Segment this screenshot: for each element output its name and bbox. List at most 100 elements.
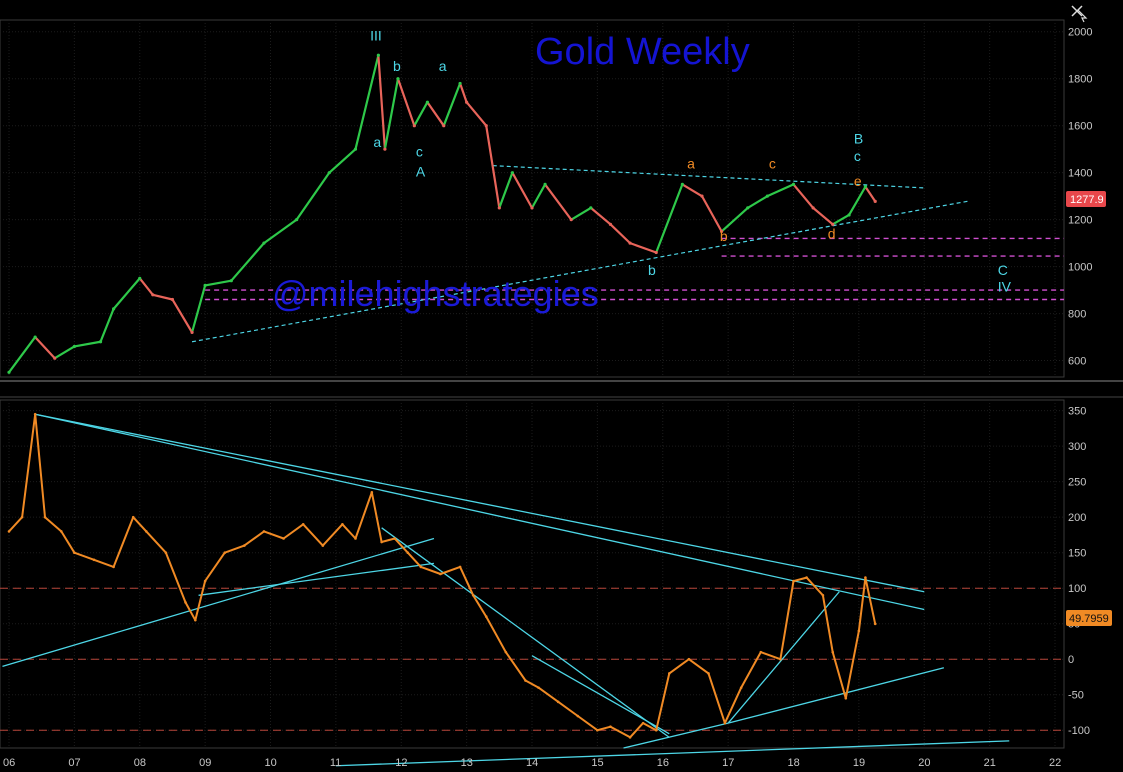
oscillator-point (759, 650, 763, 654)
price-point (53, 356, 57, 360)
last-price-label: 1277.9 (1070, 194, 1104, 206)
oscillator-point (831, 650, 835, 654)
oscillator-point (779, 657, 782, 661)
oscillator-point (393, 537, 397, 540)
osc-y-tick: 200 (1068, 512, 1086, 524)
oscillator-point (112, 565, 115, 569)
price-point (543, 182, 547, 187)
osc-y-tick: 150 (1068, 548, 1086, 560)
price-y-tick: 2000 (1068, 27, 1092, 39)
wave-label: A (416, 163, 426, 179)
wave-label: b (648, 262, 656, 278)
price-point (442, 124, 446, 128)
osc-y-tick: 350 (1068, 406, 1086, 418)
price-point (98, 340, 103, 344)
price-segment (138, 277, 154, 296)
x-tick-label: 19 (853, 757, 865, 769)
price-point (608, 222, 613, 226)
x-tick-label: 20 (918, 757, 930, 769)
price-point (811, 206, 815, 210)
oscillator-point (792, 579, 795, 583)
x-tick-label: 12 (395, 757, 407, 769)
x-tick-label: 08 (134, 757, 146, 769)
price-point (138, 276, 142, 280)
oscillator-point (439, 572, 442, 576)
price-segment (700, 195, 723, 233)
price-point (353, 147, 358, 151)
oscillator-point (406, 551, 410, 554)
oscillator-point (667, 672, 671, 675)
price-point (719, 229, 724, 233)
price-segment (204, 279, 233, 287)
oscillator-point (556, 700, 560, 704)
x-tick-label: 16 (657, 757, 669, 769)
price-segment (847, 185, 867, 217)
osc-trendline (727, 591, 840, 724)
oscillator-point (60, 530, 63, 533)
price-segment (766, 183, 795, 198)
price-point (170, 297, 175, 302)
oscillator-point (723, 721, 727, 725)
oscillator-point (641, 721, 645, 725)
oscillator-point (739, 686, 743, 689)
osc-y-tick: 300 (1068, 441, 1086, 453)
price-point (484, 124, 488, 128)
price-segment (99, 307, 115, 343)
price-segment (655, 183, 684, 254)
oscillator-point (873, 622, 877, 626)
wave-label: C (998, 262, 1008, 278)
price-segment (73, 340, 102, 348)
price-y-tick: 1400 (1068, 168, 1092, 180)
price-point (746, 206, 750, 210)
oscillator-point (341, 522, 344, 526)
oscillator-point (262, 530, 266, 533)
crosshair-cursor-icon[interactable] (1071, 5, 1088, 23)
oscillator-point (223, 551, 227, 554)
x-tick-label: 06 (3, 757, 15, 769)
oscillator-line (8, 413, 877, 739)
price-point (33, 335, 37, 339)
wave-label: b (720, 228, 728, 244)
price-segment (171, 298, 194, 334)
osc-trendline (35, 413, 925, 611)
osc-trendline (335, 740, 1010, 767)
x-tick-label: 22 (1049, 757, 1061, 769)
price-point (791, 182, 796, 187)
oscillator-point (354, 537, 357, 540)
osc-trendline (35, 413, 925, 593)
price-segment (530, 183, 547, 209)
oscillator-point (504, 650, 508, 654)
price-point (190, 330, 194, 334)
price-point (680, 182, 684, 187)
oscillator-point (628, 736, 632, 739)
x-tick-label: 15 (591, 757, 603, 769)
price-point (295, 218, 299, 222)
osc-trendline (623, 722, 729, 749)
x-tick-label: 21 (984, 757, 996, 769)
price-point (628, 241, 632, 245)
osc-y-tick: 250 (1068, 477, 1086, 489)
price-point (396, 77, 400, 81)
price-segment (190, 284, 207, 334)
oscillator-point (687, 657, 691, 661)
oscillator-point (484, 615, 488, 618)
price-y-tick: 1600 (1068, 121, 1092, 133)
x-tick-label: 10 (265, 757, 277, 769)
oscillator-point (576, 714, 580, 718)
last-price-badge: 1277.9 (1066, 191, 1106, 207)
price-segment (230, 242, 266, 282)
osc-y-tick: -100 (1068, 725, 1090, 737)
price-point (383, 147, 387, 151)
price-segment (628, 242, 658, 254)
price-point (203, 283, 207, 288)
x-tick-label: 13 (461, 757, 473, 769)
oscillator-point (707, 672, 710, 675)
osc-last-label: 49.7959 (1069, 613, 1109, 625)
price-segment (413, 101, 429, 127)
price-point (765, 194, 769, 198)
oscillator-point (380, 540, 383, 544)
oscillator-point (203, 579, 207, 583)
oscillator-point (33, 412, 37, 416)
oscillator-point (184, 601, 187, 604)
